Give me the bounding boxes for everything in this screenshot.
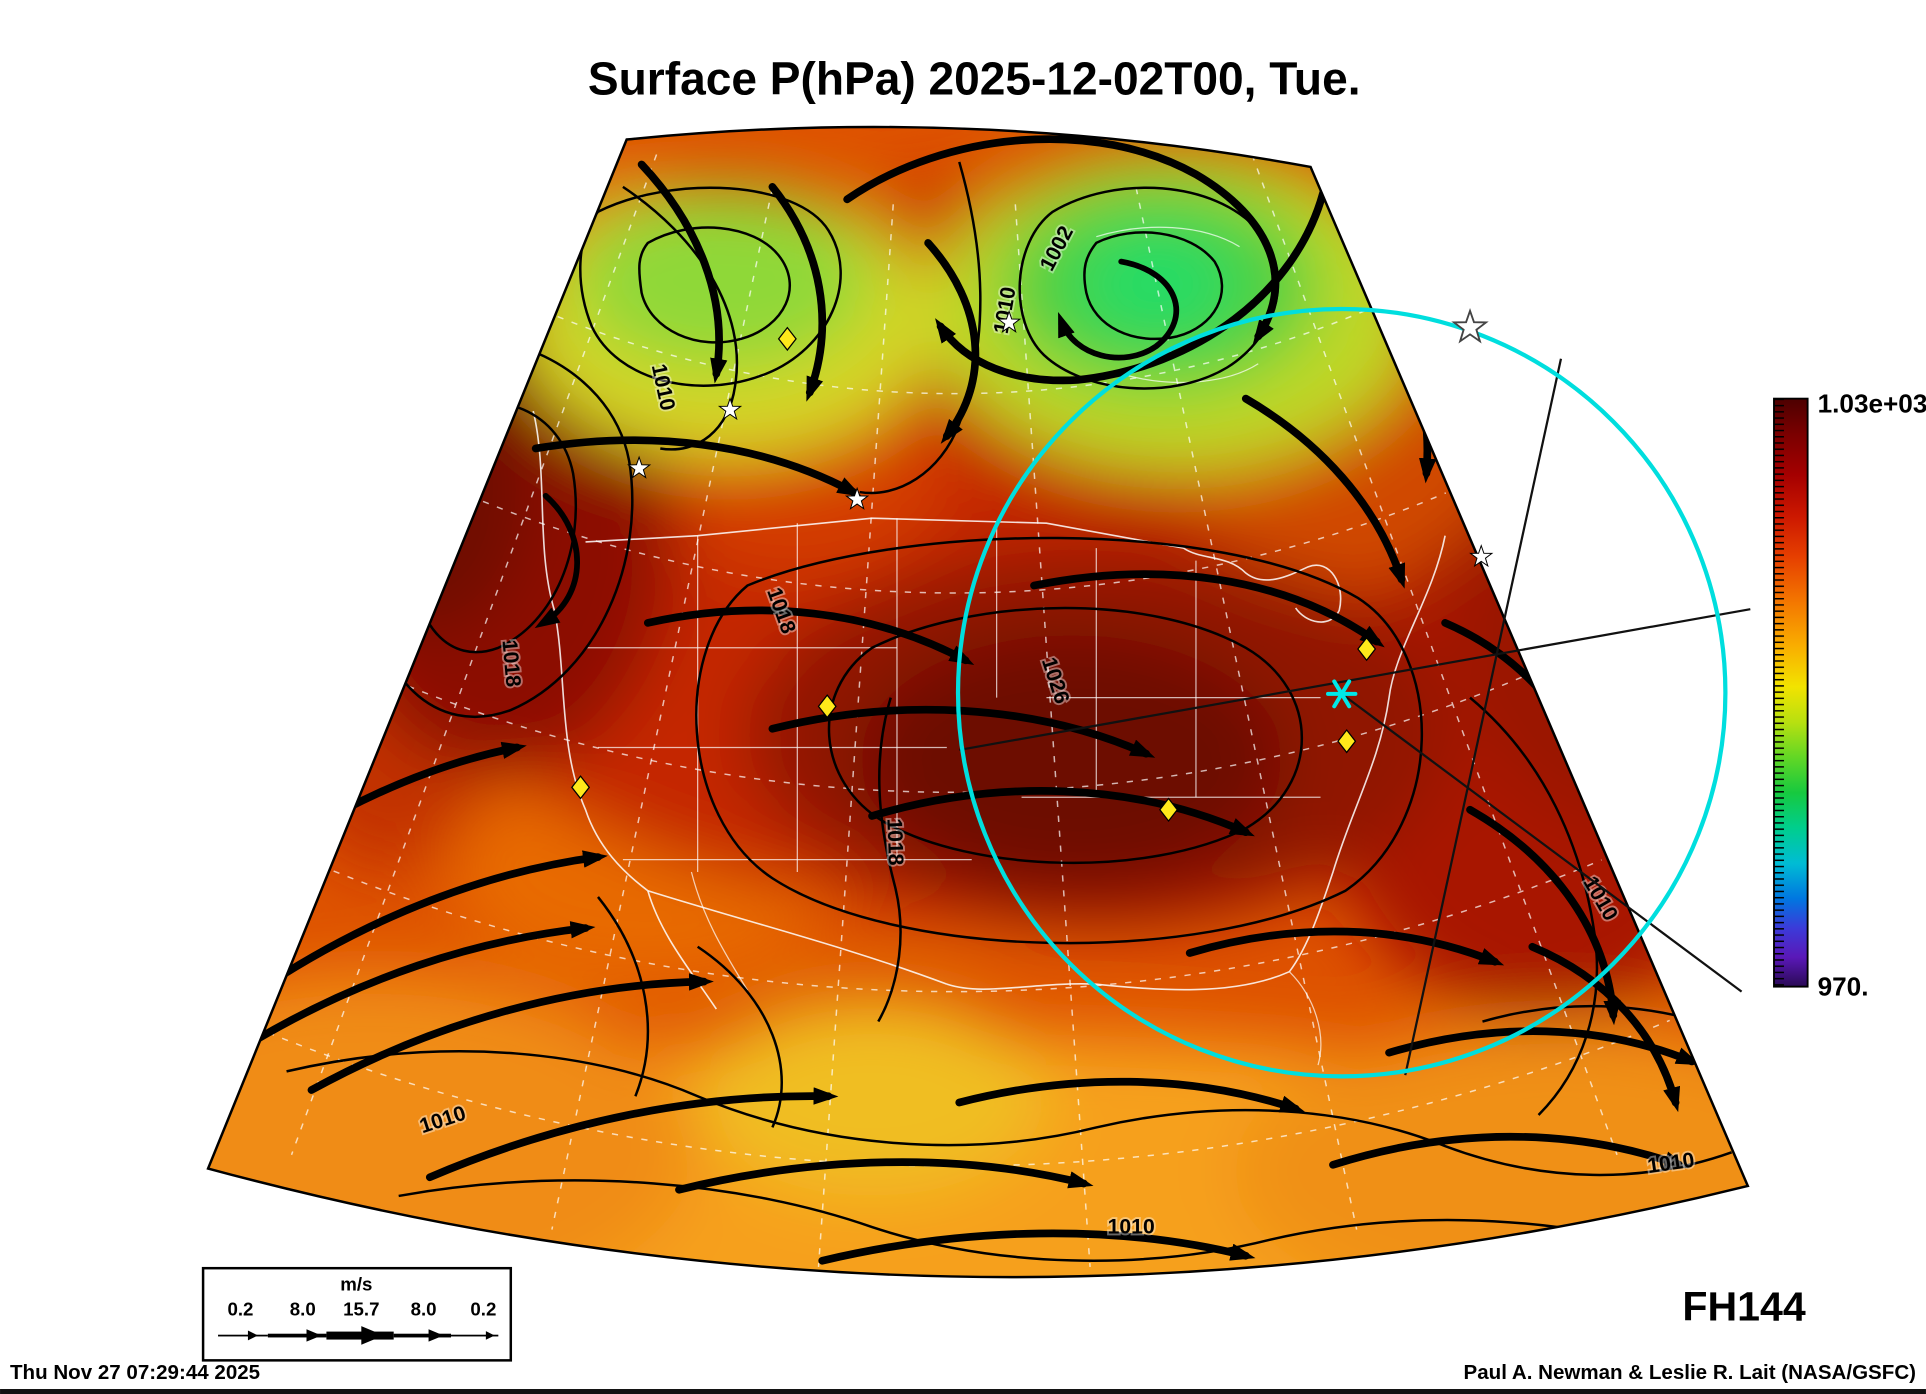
page-title: Surface P(hPa) 2025-12-02T00, Tue. [588, 53, 1361, 105]
wind-value: 8.0 [411, 1299, 437, 1320]
colorbar-frame [1773, 397, 1809, 988]
azimuth-line [1341, 692, 1743, 993]
azimuth-line [959, 608, 1751, 752]
generation-timestamp: Thu Nov 27 07:29:44 2025 [10, 1361, 260, 1384]
contour-label: 1010 [1108, 1215, 1155, 1238]
wind-value: 0.2 [227, 1299, 253, 1320]
political-boundaries [532, 226, 1446, 1066]
range-ring-circle [955, 306, 1728, 1079]
credit-text: Paul A. Newman & Leslie R. Lait (NASA/GS… [1464, 1361, 1916, 1384]
colorbar-max-label: 1.03e+03 [1818, 388, 1926, 418]
wind-value: 8.0 [290, 1299, 316, 1320]
map-border [206, 125, 1750, 1279]
wind-value: 0.2 [470, 1299, 496, 1320]
azimuth-line [1404, 358, 1563, 1076]
contour-label: 1018 [498, 639, 525, 688]
wind-units-label: m/s [340, 1274, 372, 1295]
bottom-edge-bar [0, 1389, 1926, 1394]
center-star-marker [1326, 679, 1358, 709]
forecast-hour-label: FH144 [1682, 1284, 1805, 1330]
colorbar-ticks [1773, 398, 1784, 987]
wind-streamlines [239, 135, 1701, 1265]
wind-value: 15.7 [343, 1299, 379, 1320]
contour-label: 1018 [882, 818, 907, 866]
colorbar: 1.03e+03 970. [1773, 388, 1926, 1001]
wind-arrow-scale [218, 1326, 499, 1345]
wind-legend-box [201, 1266, 513, 1362]
range-ring-overlay [955, 306, 1751, 1079]
colorbar-min-label: 970. [1818, 971, 1869, 1001]
wind-scale-legend: m/s 0.2 8.0 15.7 8.0 0.2 [201, 1266, 513, 1362]
